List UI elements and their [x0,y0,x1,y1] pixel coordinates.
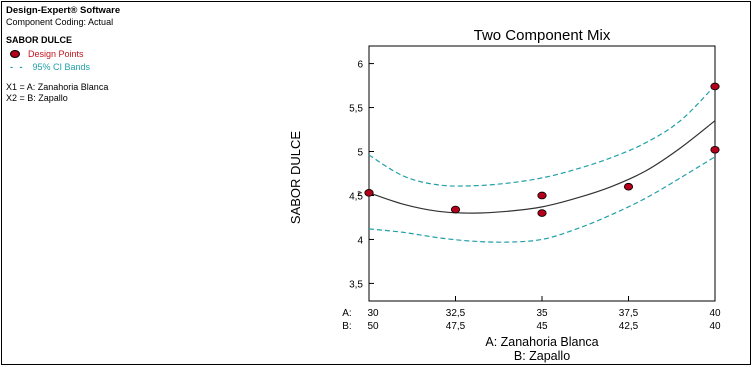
variable-definitions: X1 = A: Zanahoria Blanca X2 = B: Zapallo [6,82,226,103]
y-tick-label: 5,5 [349,104,363,115]
software-title: Design-Expert® Software [6,5,121,16]
y-tick-label: 3,5 [349,279,363,290]
design-point [450,205,461,214]
x-tick-label-a: 37,5 [619,308,639,319]
x-tick-label-a: 40 [709,308,721,319]
legend-design-points: Design Points [6,49,226,59]
x-axis-prefix-a: A: [342,308,351,319]
design-point [710,82,720,91]
x-tick-label-a: 35 [536,308,548,319]
y-tick-label: 5 [357,148,363,159]
x-axis-prefix-b: B: [342,321,351,332]
ci-lower-band [368,156,716,243]
y-tick-label: 4,5 [349,191,363,202]
y-tick-label: 6 [357,60,363,71]
x-tick-label-b: 47,5 [446,321,466,332]
legend-design-points-label: Design Points [28,48,84,59]
fitted-curve [368,120,716,214]
y-axis-label: SABOR DULCE [288,131,303,225]
x-tick-label-b: 50 [367,321,379,332]
design-point [623,182,634,191]
x-tick-label-a: 30 [367,308,379,319]
response-name: SABOR DULCE [6,35,73,46]
x-tick-label-b: 45 [536,321,548,332]
component-coding: Component Coding: Actual [6,16,114,27]
x-tick-label-b: 40 [709,321,721,332]
legend-ci-bands: - - 95% CI Bands [6,62,226,72]
legend-ci-bands-label: 95% CI Bands [32,61,91,72]
x-tick-label-a: 32,5 [446,308,466,319]
x2-definition: X2 = B: Zapallo [6,92,68,103]
x-tick-label-b: 42,5 [619,321,639,332]
x-axis-label-a: A: Zanahoria Blanca [485,335,598,349]
chart-title: Two Component Mix [474,27,611,44]
x1-definition: X1 = A: Zanahoria Blanca [6,82,109,93]
ci-upper-band [368,85,716,187]
design-point [537,209,547,217]
design-point [537,191,547,200]
plot-area [368,45,716,302]
x-axis-label-b: B: Zapallo [514,349,570,363]
legend-panel: Design-Expert® Software Component Coding… [6,5,226,103]
dashed-line-icon: - - [10,61,25,72]
y-tick-label: 4 [357,235,363,246]
design-point [364,189,374,197]
design-point [710,145,720,154]
design-point-marker-icon [10,49,20,58]
design-point-count-label: 2 [357,191,361,198]
